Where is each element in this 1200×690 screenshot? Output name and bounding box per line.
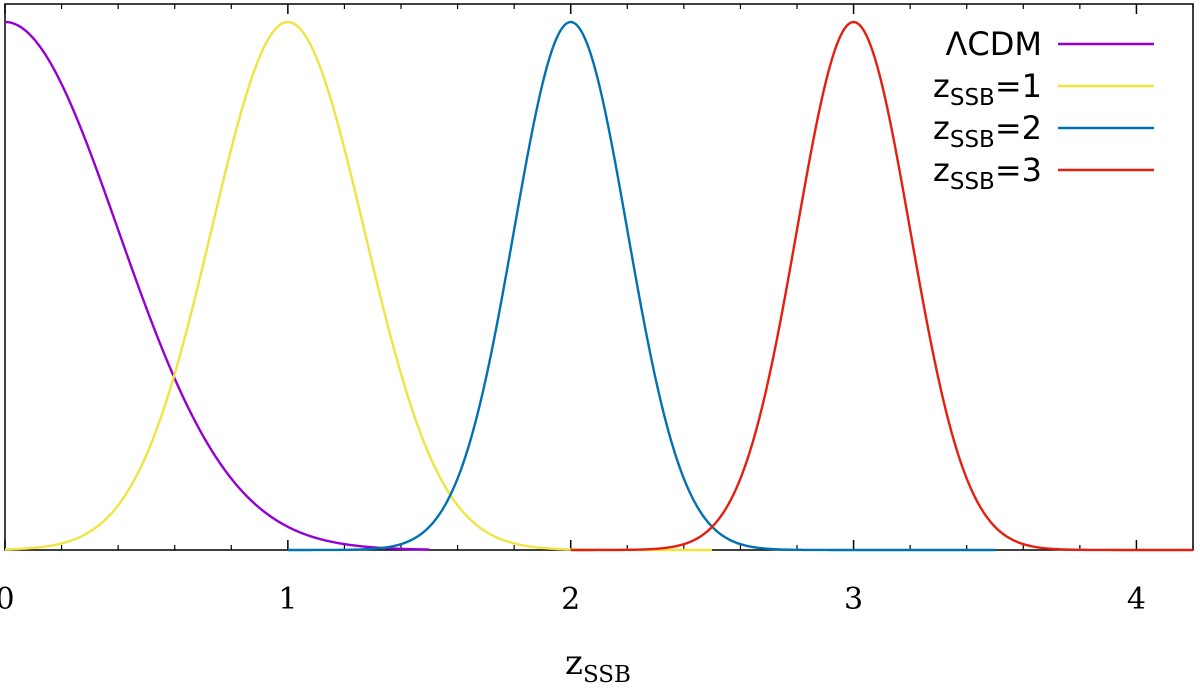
x-tick-label: 0 <box>0 582 15 617</box>
x-axis-label-sub: SSB <box>583 662 631 688</box>
x-ticks <box>4 4 1194 550</box>
legend-label: ΛCDM <box>946 25 1042 63</box>
series-layer <box>4 20 1193 552</box>
x-tick-label: 2 <box>561 582 580 617</box>
legend-label: zSSB=2 <box>933 109 1042 153</box>
x-tick-label: 4 <box>1127 582 1146 617</box>
series-line <box>287 20 995 552</box>
x-axis-label: zSSB <box>565 643 631 688</box>
x-tick-label: 1 <box>278 582 297 617</box>
series-line <box>4 20 713 552</box>
series-line <box>4 20 430 551</box>
series-line <box>570 20 1193 552</box>
x-tick-label: 3 <box>844 582 863 617</box>
x-axis-label-base: z <box>565 643 583 683</box>
legend-label: zSSB=1 <box>933 67 1042 111</box>
legend-label: zSSB=3 <box>933 151 1042 195</box>
x-tick-labels: 0 1 2 3 4 <box>0 582 1146 617</box>
